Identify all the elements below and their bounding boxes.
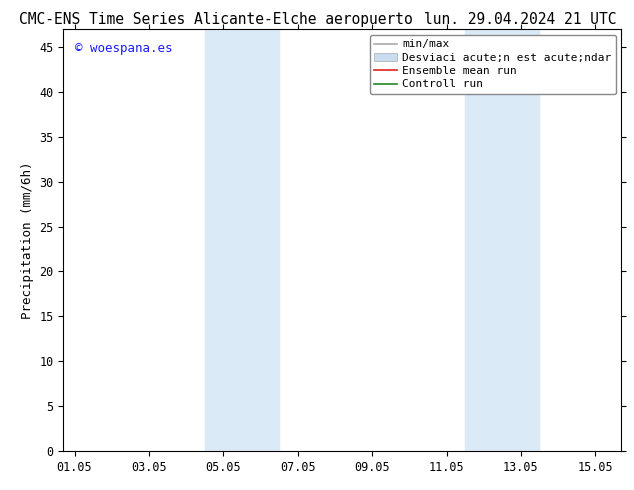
Bar xyxy=(465,29,540,451)
Y-axis label: Precipitation (mm/6h): Precipitation (mm/6h) xyxy=(21,161,34,319)
Text: lun. 29.04.2024 21 UTC: lun. 29.04.2024 21 UTC xyxy=(424,12,616,27)
Text: CMC-ENS Time Series Alicante-Elche aeropuerto: CMC-ENS Time Series Alicante-Elche aerop… xyxy=(18,12,413,27)
Bar xyxy=(205,29,279,451)
Text: © woespana.es: © woespana.es xyxy=(75,42,172,55)
Legend: min/max, Desviaci acute;n est acute;ndar, Ensemble mean run, Controll run: min/max, Desviaci acute;n est acute;ndar… xyxy=(370,35,616,94)
